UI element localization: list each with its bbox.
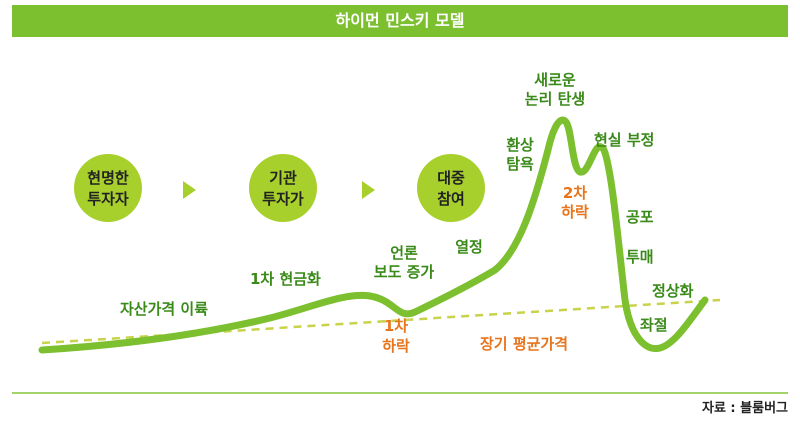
label-greed-2: 탐욕 bbox=[506, 155, 534, 173]
label-long-term-average: 장기 평균가격 bbox=[480, 335, 568, 353]
label-second-drop-1: 2차 bbox=[563, 184, 587, 202]
label-asset-rise: 자산가격 이륙 bbox=[120, 300, 208, 318]
label-fervor: 열정 bbox=[455, 238, 483, 256]
diagram-title: 하이먼 민스키 모델 bbox=[335, 11, 465, 30]
stage-1-line2: 투자자 bbox=[87, 190, 129, 208]
label-denial: 현실 부정 bbox=[594, 131, 654, 149]
label-media-2: 보도 증가 bbox=[374, 263, 435, 281]
label-media-1: 언론 bbox=[390, 244, 418, 262]
stage-circle-institutions bbox=[249, 154, 317, 222]
arrow-icon bbox=[183, 181, 196, 199]
stage-1-line1: 현명한 bbox=[87, 169, 129, 187]
label-first-drop-1: 1차 bbox=[384, 317, 408, 335]
label-new-2: 논리 탄생 bbox=[525, 90, 585, 108]
label-second-drop-2: 하락 bbox=[561, 203, 589, 221]
label-new-1: 새로운 bbox=[534, 71, 576, 89]
bottom-divider bbox=[12, 392, 788, 394]
stage-circle-wise-investors bbox=[74, 154, 142, 222]
stage-circle-public bbox=[417, 154, 485, 222]
stage-3-line1: 대중 bbox=[437, 169, 465, 187]
label-first-drop-2: 하락 bbox=[382, 337, 410, 355]
stage-2-line2: 투자가 bbox=[262, 190, 304, 208]
label-despair: 좌절 bbox=[640, 316, 668, 334]
label-normal: 정상화 bbox=[652, 282, 694, 300]
source-note: 자료 : 블룸버그 bbox=[701, 401, 788, 416]
label-greed-1: 환상 bbox=[506, 136, 534, 154]
arrow-icon bbox=[362, 181, 375, 199]
label-fear: 공포 bbox=[626, 208, 654, 226]
title-bar: 하이먼 민스키 모델 bbox=[12, 5, 788, 37]
price-curve bbox=[38, 116, 709, 354]
stage-3-line2: 참여 bbox=[437, 190, 465, 208]
stage-2-line1: 기관 bbox=[269, 169, 297, 187]
label-dump: 투매 bbox=[626, 248, 654, 266]
label-first-boom: 1차 현금화 bbox=[250, 270, 321, 288]
